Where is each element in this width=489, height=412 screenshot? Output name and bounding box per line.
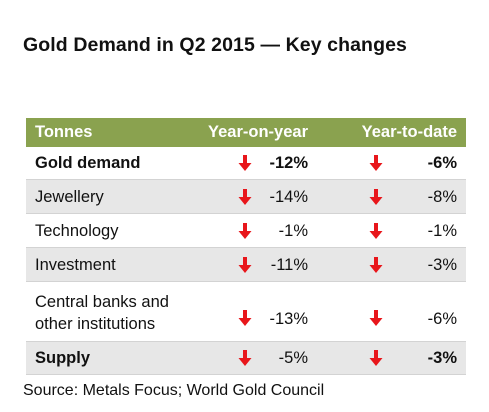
row-label: Gold demand	[35, 154, 141, 172]
yoy-value: -12%	[269, 154, 308, 172]
yoy-value: -5%	[278, 349, 308, 367]
source-note: Source: Metals Focus; World Gold Council	[23, 382, 325, 399]
header-year-to-date: Year-to-date	[361, 123, 457, 141]
table-row-investment: Investment -11% -3%	[26, 248, 466, 282]
row-label-line-2: other institutions	[35, 314, 156, 333]
ytd-value: -1%	[427, 222, 457, 240]
key-changes-table: Tonnes Year-on-year Year-to-date Gold de…	[26, 118, 466, 375]
down-arrow-icon	[369, 257, 383, 273]
row-label-line-1: Central banks and	[35, 292, 169, 311]
row-label: Central banks and other institutions	[35, 282, 169, 341]
yoy-value: -11%	[270, 256, 308, 274]
down-arrow-icon	[369, 223, 383, 239]
down-arrow-icon	[238, 155, 252, 171]
ytd-value: -6%	[427, 154, 457, 172]
table-row-central-banks: Central banks and other institutions -13…	[26, 282, 466, 342]
header-year-on-year: Year-on-year	[208, 123, 308, 141]
down-arrow-icon	[238, 223, 252, 239]
table-row-jewellery: Jewellery -14% -8%	[26, 180, 466, 214]
table-row-supply: Supply -5% -3%	[26, 342, 466, 375]
row-label: Supply	[35, 349, 91, 367]
ytd-value: -8%	[427, 188, 457, 206]
table-header-row: Tonnes Year-on-year Year-to-date	[26, 118, 466, 147]
ytd-value: -3%	[427, 349, 457, 367]
down-arrow-icon	[238, 189, 252, 205]
header-tonnes: Tonnes	[35, 123, 93, 141]
yoy-value: -14%	[269, 188, 308, 206]
row-label: Jewellery	[35, 187, 104, 206]
table-row-gold-demand: Gold demand -12% -6%	[26, 147, 466, 180]
ytd-value: -6%	[427, 310, 457, 328]
page-title: Gold Demand in Q2 2015 — Key changes	[23, 34, 407, 56]
yoy-value: -1%	[278, 222, 308, 240]
down-arrow-icon	[369, 350, 383, 366]
row-label: Technology	[35, 221, 119, 240]
ytd-value: -3%	[427, 256, 457, 274]
yoy-value: -13%	[269, 310, 308, 328]
down-arrow-icon	[238, 257, 252, 273]
down-arrow-icon	[369, 310, 383, 326]
down-arrow-icon	[369, 189, 383, 205]
down-arrow-icon	[369, 155, 383, 171]
row-label: Investment	[35, 255, 116, 274]
down-arrow-icon	[238, 310, 252, 326]
down-arrow-icon	[238, 350, 252, 366]
table-row-technology: Technology -1% -1%	[26, 214, 466, 248]
